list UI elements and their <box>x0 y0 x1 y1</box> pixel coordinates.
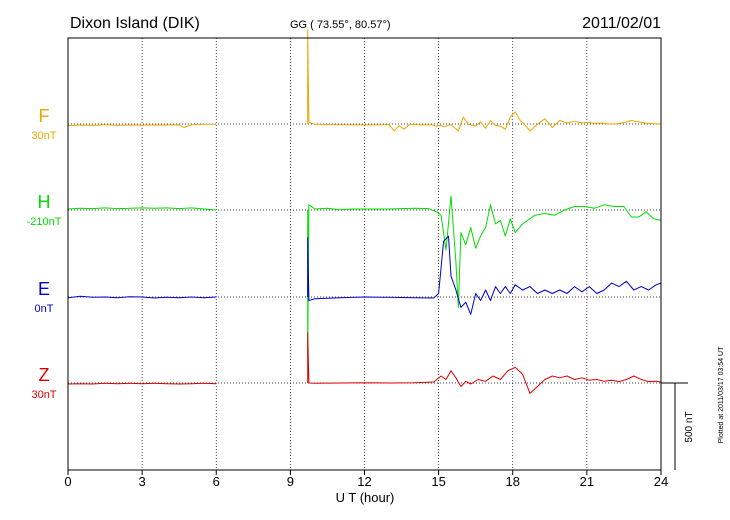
plotted-timestamp: Plotted at 2011/03/17 03:54 UT <box>718 346 725 443</box>
chart-title: Dixon Island (DIK) <box>70 15 200 32</box>
series-baseline-H: -210nT <box>27 216 62 228</box>
series-label-Z: Z <box>39 365 50 385</box>
series-line-H <box>67 195 662 357</box>
chart-date: 2011/02/01 <box>582 15 661 32</box>
series-baseline-F: 30nT <box>31 130 56 142</box>
series-line-F <box>67 29 662 132</box>
x-tick-label: 12 <box>357 474 371 489</box>
station-coordinates: GG ( 73.55°, 80.57°) <box>290 19 391 31</box>
x-tick-label: 15 <box>431 474 445 489</box>
x-axis-label: U T (hour) <box>336 490 395 505</box>
x-tick-label: 0 <box>64 474 71 489</box>
x-tick-label: 6 <box>213 474 220 489</box>
x-tick-label: 9 <box>287 474 294 489</box>
series-labels: F 30nT H -210nT E 0nT Z 30nT <box>27 106 62 401</box>
x-tick-label: 24 <box>654 474 668 489</box>
scale-bar-label: 500 nT <box>684 411 695 442</box>
x-tick-label: 3 <box>139 474 146 489</box>
x-axis-ticks: 0 3 6 9 12 15 18 21 24 <box>64 470 668 489</box>
x-tick-label: 18 <box>506 474 520 489</box>
series-label-F: F <box>39 106 50 126</box>
series-line-Z <box>67 332 662 394</box>
series-label-E: E <box>38 279 50 299</box>
series-line-E <box>67 235 662 315</box>
series-baseline-Z: 30nT <box>31 389 56 401</box>
grid-lines <box>68 38 661 470</box>
series-label-H: H <box>38 192 51 212</box>
x-tick-label: 21 <box>580 474 594 489</box>
data-traces <box>67 29 662 394</box>
series-baseline-E: 0nT <box>35 303 54 315</box>
scale-bar: 500 nT <box>661 382 695 470</box>
